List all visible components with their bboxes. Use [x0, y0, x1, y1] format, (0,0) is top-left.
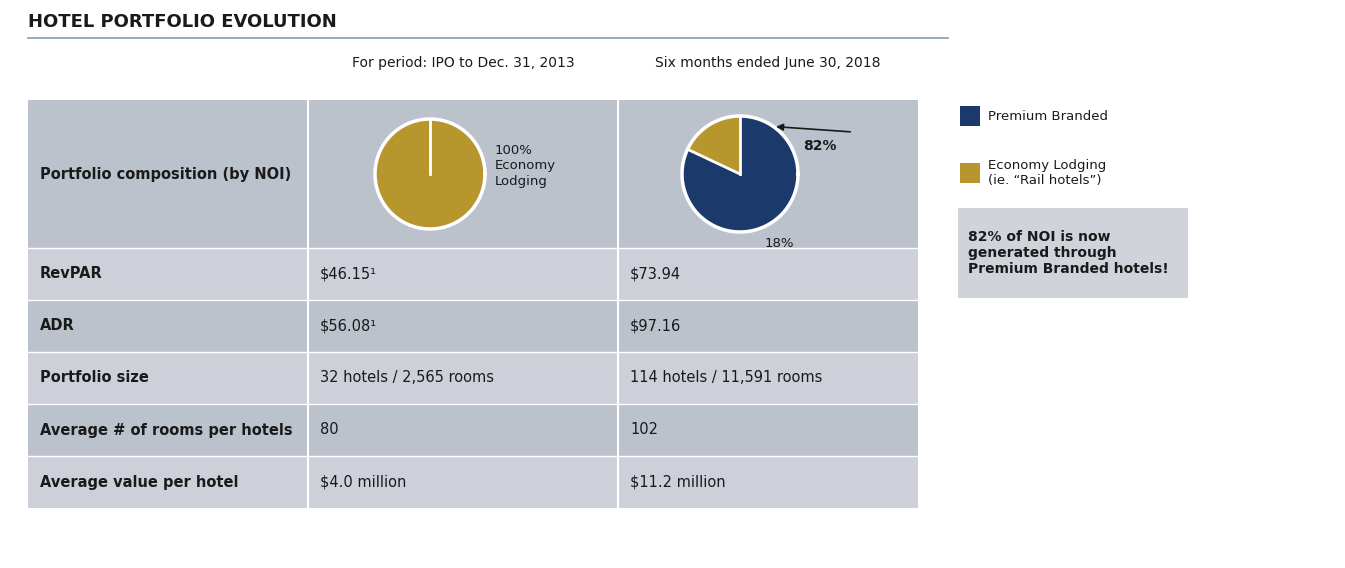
Text: 100%
Economy
Lodging: 100% Economy Lodging — [495, 144, 555, 187]
Polygon shape — [687, 116, 740, 174]
Text: Six months ended June 30, 2018: Six months ended June 30, 2018 — [655, 56, 881, 70]
Text: 102: 102 — [629, 423, 658, 437]
Text: $73.94: $73.94 — [629, 266, 681, 282]
Text: 114 hotels / 11,591 rooms: 114 hotels / 11,591 rooms — [629, 370, 822, 386]
Text: $46.15¹: $46.15¹ — [320, 266, 377, 282]
Bar — [28, 456, 919, 508]
Text: Average # of rooms per hotels: Average # of rooms per hotels — [40, 423, 293, 437]
Text: Portfolio composition (by NOI): Portfolio composition (by NOI) — [40, 166, 292, 182]
Text: RevPAR: RevPAR — [40, 266, 102, 282]
Text: Premium Branded: Premium Branded — [989, 110, 1108, 123]
Bar — [28, 248, 919, 300]
Bar — [28, 100, 919, 248]
Polygon shape — [375, 119, 486, 229]
Text: For period: IPO to Dec. 31, 2013: For period: IPO to Dec. 31, 2013 — [351, 56, 574, 70]
Text: 82%: 82% — [803, 139, 837, 153]
Text: 32 hotels / 2,565 rooms: 32 hotels / 2,565 rooms — [320, 370, 494, 386]
Text: HOTEL PORTFOLIO EVOLUTION: HOTEL PORTFOLIO EVOLUTION — [28, 13, 336, 31]
Text: Average value per hotel: Average value per hotel — [40, 474, 238, 490]
Bar — [958, 208, 1188, 298]
Bar — [28, 300, 919, 352]
Text: 80: 80 — [320, 423, 339, 437]
Bar — [960, 106, 981, 126]
Bar — [28, 404, 919, 456]
Text: Portfolio size: Portfolio size — [40, 370, 149, 386]
Text: $97.16: $97.16 — [629, 319, 682, 333]
Text: ADR: ADR — [40, 319, 75, 333]
Polygon shape — [682, 116, 798, 232]
Text: 82% of NOI is now
generated through
Premium Branded hotels!: 82% of NOI is now generated through Prem… — [968, 230, 1169, 276]
Bar — [28, 352, 919, 404]
Text: $11.2 million: $11.2 million — [629, 474, 725, 490]
Text: $4.0 million: $4.0 million — [320, 474, 406, 490]
Text: Economy Lodging
(ie. “Rail hotels”): Economy Lodging (ie. “Rail hotels”) — [989, 159, 1106, 187]
Text: 18%: 18% — [764, 237, 794, 250]
Bar — [960, 163, 981, 183]
Text: $56.08¹: $56.08¹ — [320, 319, 377, 333]
